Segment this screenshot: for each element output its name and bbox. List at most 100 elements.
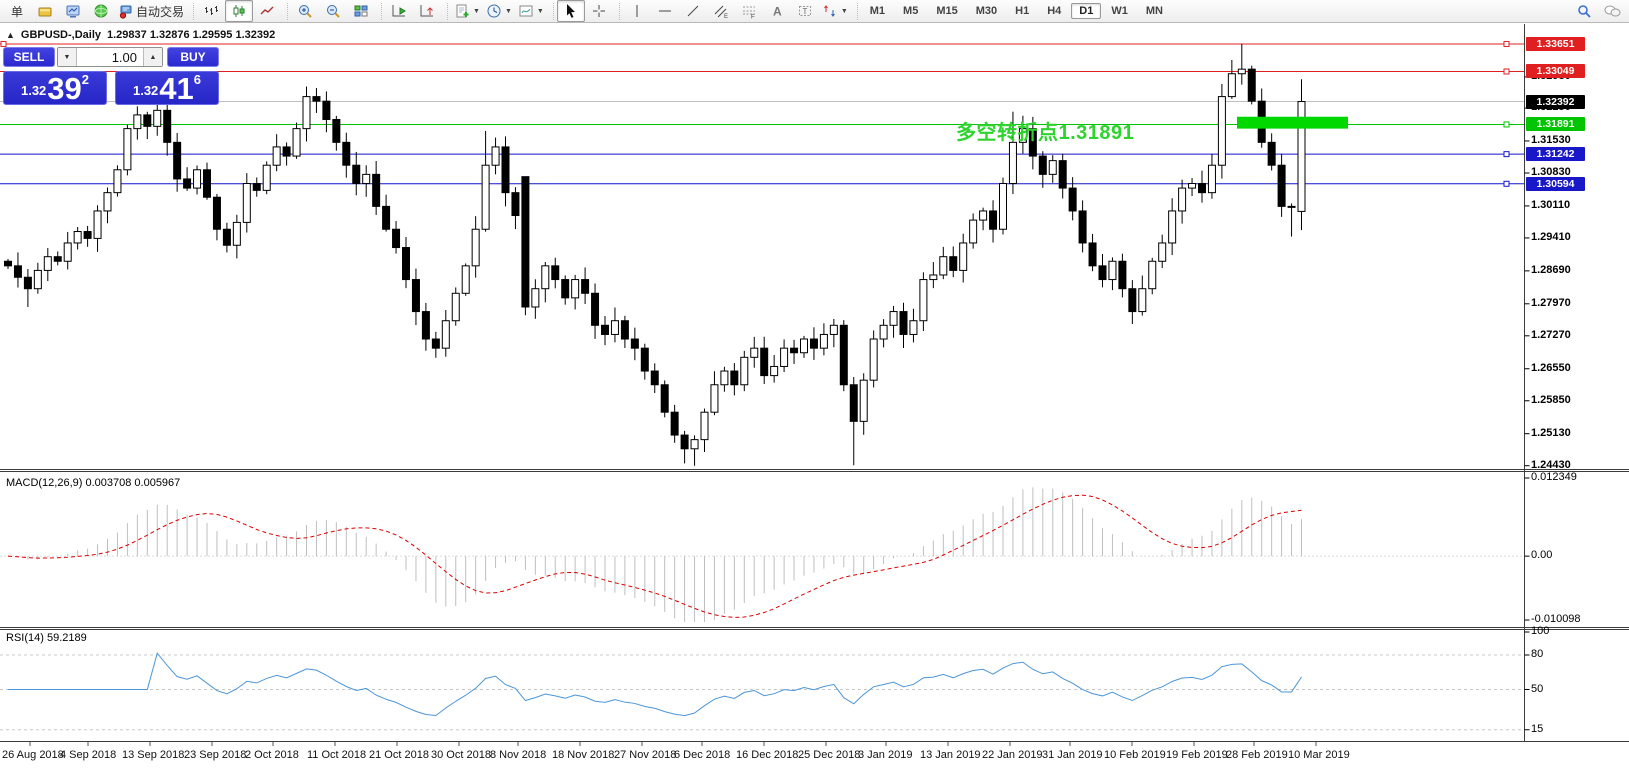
templates-button[interactable]: ▼ — [515, 0, 547, 22]
tile-windows-button[interactable] — [347, 0, 375, 22]
price-axis-tick: 1.27270 — [1531, 328, 1571, 341]
news-service-icon-icon — [93, 3, 109, 19]
rsi-scale-label: 50 — [1531, 682, 1544, 695]
price-axis-tick: 1.31530 — [1531, 133, 1571, 146]
auto-scroll-button[interactable] — [385, 0, 413, 22]
ohlc-values: 1.29837 1.32876 1.29595 1.32392 — [107, 29, 276, 41]
volume-stepper: ▼ 1.00 ▲ — [57, 47, 163, 67]
svg-text:A: A — [773, 5, 782, 19]
news-service-icon[interactable] — [87, 0, 115, 22]
zoom-out-button[interactable] — [319, 0, 347, 22]
search-button-icon — [1576, 3, 1592, 19]
buy-button[interactable]: BUY — [167, 47, 219, 67]
sell-button[interactable]: SELL — [3, 47, 55, 67]
button-label: 自动交易 — [136, 4, 185, 19]
time-axis-label: 23 Sep 2018 — [184, 749, 247, 761]
symbol-name: GBPUSD-,Daily — [20, 29, 101, 41]
rsi-scale-label: 100 — [1531, 625, 1550, 637]
metaeditor-icon[interactable] — [59, 0, 87, 22]
periods-button-icon — [486, 3, 502, 19]
timeframe-button-d1[interactable]: D1 — [1071, 3, 1102, 19]
candlestick-chart-button[interactable] — [225, 0, 254, 22]
chart-shift-button-icon — [419, 3, 435, 19]
time-axis-label: 28 Feb 2019 — [1226, 749, 1288, 761]
sell-price-display[interactable]: 1.32 39 2 — [3, 71, 107, 105]
macd-label: MACD(12,26,9) 0.003708 0.005967 — [6, 477, 181, 489]
channel-button[interactable]: E — [707, 0, 735, 22]
chart-profile-icon[interactable] — [31, 0, 59, 22]
time-axis-label: 21 Oct 2018 — [369, 749, 429, 761]
current-price-badge: 1.32392 — [1526, 94, 1585, 109]
rsi-label: RSI(14) 59.2189 — [6, 632, 87, 644]
buy-price-display[interactable]: 1.32 41 6 — [115, 71, 219, 105]
bar-chart-button[interactable] — [197, 0, 225, 22]
timeframe-button-mn[interactable]: MN — [1145, 5, 1163, 17]
new-chart-button[interactable]: ▼ — [451, 0, 483, 22]
level-price-badge: 1.30594 — [1526, 176, 1585, 191]
time-axis-label: 16 Dec 2018 — [736, 749, 799, 761]
time-axis-label: 6 Dec 2018 — [674, 749, 731, 761]
time-axis-label: 13 Jan 2019 — [920, 749, 981, 761]
main-toolbar: 单 自动交易 ▼ ▼ ▼ E F A T ▼ M1 M5 M15 M30 H1 H4 D1 W1 MN — [0, 0, 1629, 23]
level-price-badge: 1.33049 — [1526, 64, 1585, 79]
vertical-line-button[interactable] — [623, 0, 651, 22]
toolbar-separator — [851, 2, 858, 20]
crosshair-button-icon — [591, 3, 607, 19]
macd-scale-label: 0.012349 — [1531, 471, 1577, 483]
text-label-button[interactable]: T — [791, 0, 819, 22]
time-axis-label: 3 Jan 2019 — [858, 749, 913, 761]
price-axis-tick: 1.25850 — [1531, 393, 1571, 406]
volume-increase-button[interactable]: ▲ — [143, 48, 162, 66]
time-axis-label: 30 Oct 2018 — [431, 749, 491, 761]
level-price-badge: 1.33651 — [1526, 36, 1585, 51]
fibonacci-button[interactable]: F — [735, 0, 763, 22]
chat-button[interactable] — [1598, 0, 1626, 22]
toolbar-separator — [375, 2, 383, 20]
timeframe-button-m5[interactable]: M5 — [903, 5, 919, 17]
arrows-button-icon — [822, 3, 838, 19]
time-axis-label: 10 Feb 2019 — [1104, 749, 1166, 761]
trendline-button[interactable] — [679, 0, 707, 22]
timeframe-button-h1[interactable]: H1 — [1015, 5, 1030, 17]
svg-text:F: F — [751, 15, 755, 20]
search-button[interactable] — [1570, 0, 1598, 22]
time-axis-label: 10 Mar 2019 — [1288, 749, 1350, 761]
new-chart-button-icon — [454, 3, 470, 19]
crosshair-button[interactable] — [585, 0, 613, 22]
sell-price-main: 39 — [47, 70, 82, 106]
time-axis-label: 18 Nov 2018 — [552, 749, 615, 761]
toolbar-separator — [281, 2, 289, 20]
price-axis-tick: 1.29410 — [1531, 230, 1571, 243]
new-order-button[interactable]: 单 — [3, 0, 31, 22]
timeframe-button-m15[interactable]: M15 — [936, 5, 958, 17]
zoom-in-button[interactable] — [291, 0, 319, 22]
volume-value[interactable]: 1.00 — [111, 49, 137, 65]
cursor-button[interactable] — [556, 0, 585, 22]
tile-windows-button-icon — [353, 3, 369, 19]
chart-shift-button[interactable] — [413, 0, 441, 22]
periods-button[interactable]: ▼ — [483, 0, 515, 22]
time-axis-label: 25 Dec 2018 — [798, 749, 861, 761]
arrows-button[interactable]: ▼ — [819, 0, 851, 22]
price-axis-tick: 1.30110 — [1531, 198, 1571, 211]
time-axis-label: 11 Oct 2018 — [307, 749, 367, 761]
chart-profile-icon-icon — [37, 3, 53, 19]
timeframe-button-m30[interactable]: M30 — [975, 5, 998, 17]
timeframe-button-m1[interactable]: M1 — [869, 5, 886, 17]
horizontal-line-button[interactable] — [651, 0, 679, 22]
text-button[interactable]: A — [763, 0, 791, 22]
volume-decrease-button[interactable]: ▼ — [58, 48, 77, 66]
price-axis-tick: 1.28690 — [1531, 263, 1571, 276]
line-chart-button[interactable] — [253, 0, 281, 22]
time-axis-label: 2 Oct 2018 — [245, 749, 299, 761]
timeframe-button-h4[interactable]: H4 — [1047, 5, 1062, 17]
svg-text:T: T — [802, 7, 807, 16]
time-axis-label: 8 Nov 2018 — [490, 749, 547, 761]
timeframe-button-w1[interactable]: W1 — [1111, 5, 1128, 17]
time-axis-label: 19 Feb 2019 — [1166, 749, 1228, 761]
cursor-button-icon — [563, 3, 579, 19]
autotrading-button[interactable]: 自动交易 — [115, 0, 187, 22]
zoom-in-button-icon — [297, 3, 313, 19]
